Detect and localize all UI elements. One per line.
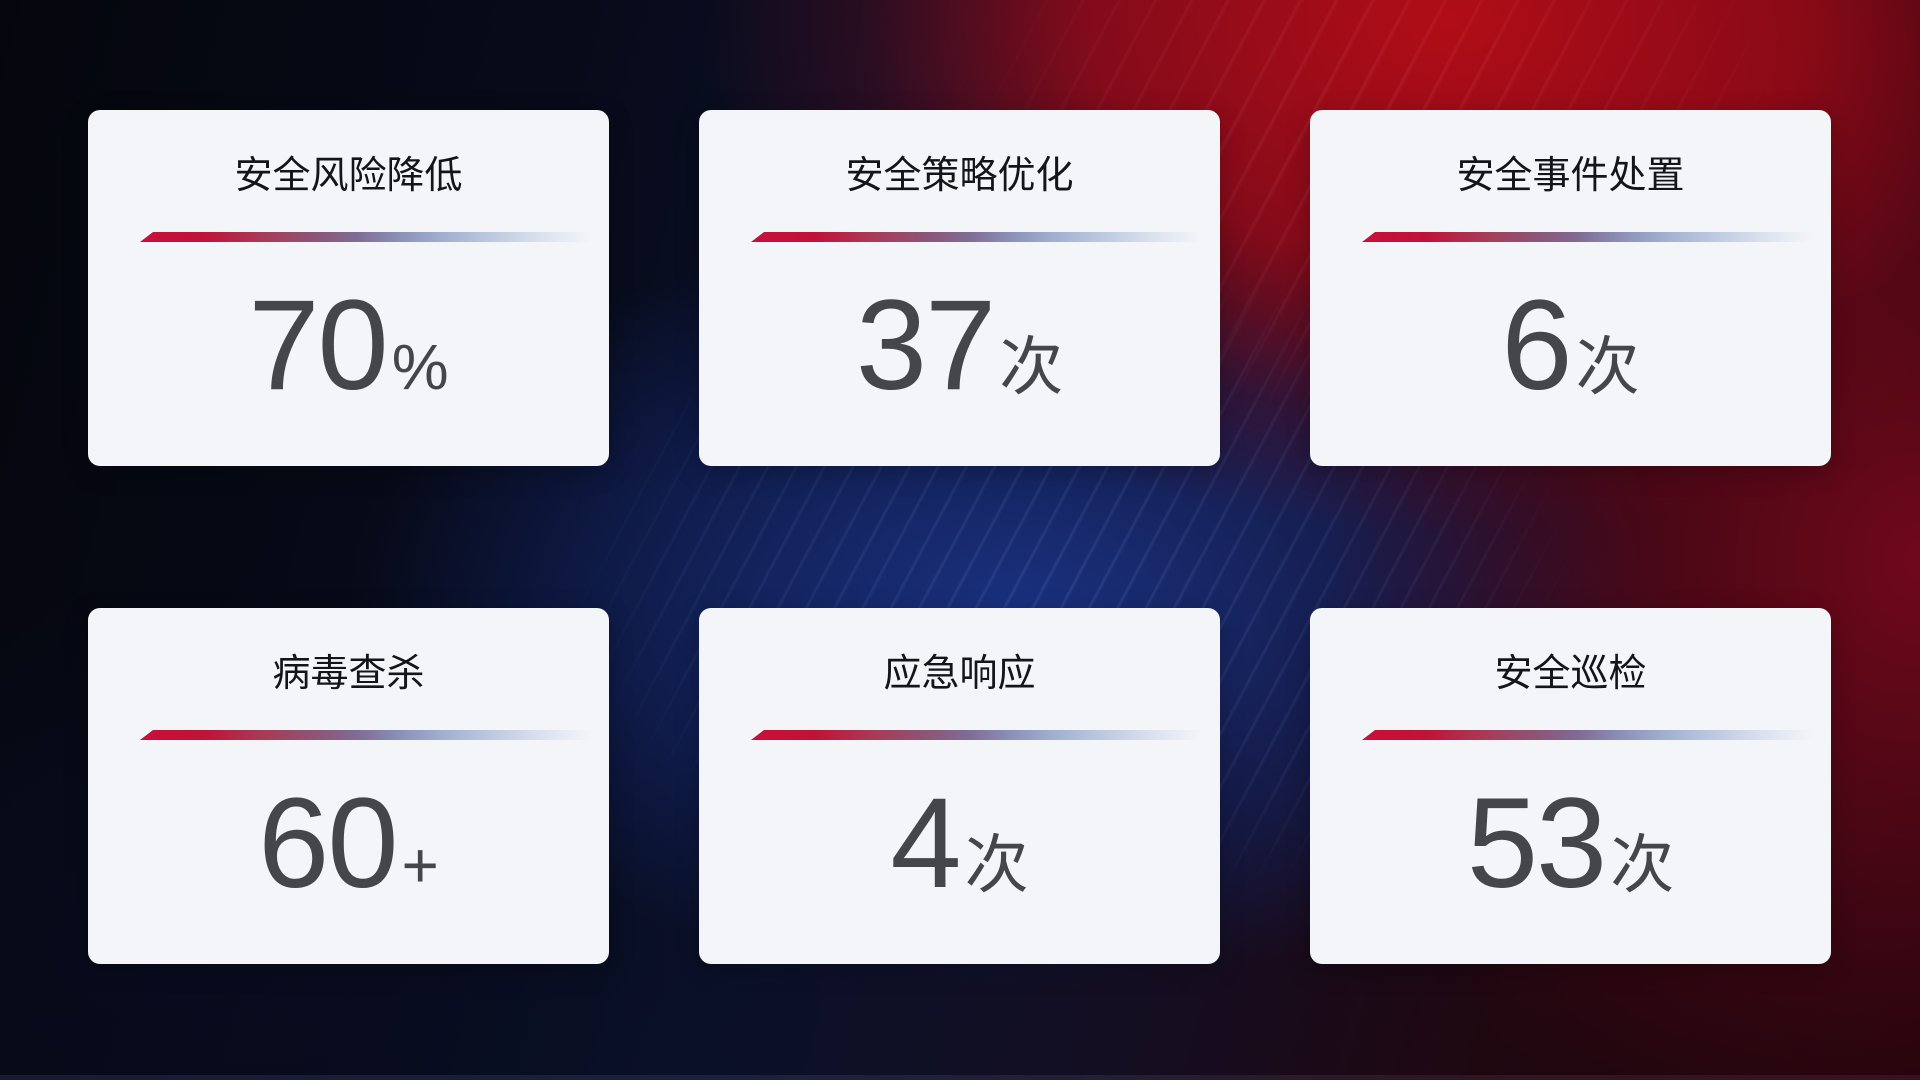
value-unit: 次 — [1575, 331, 1640, 403]
card-incident-handling: 安全事件处置 6 次 — [1310, 110, 1831, 466]
gradient-divider — [1362, 730, 1813, 740]
card-security-risk-reduction: 安全风险降低 70 % — [88, 110, 609, 466]
bottom-edge-glow — [0, 1075, 1920, 1080]
card-title: 安全风险降低 — [234, 155, 463, 197]
gradient-divider — [140, 730, 591, 740]
value-unit: 次 — [1610, 829, 1675, 901]
card-title: 安全巡检 — [1494, 653, 1647, 695]
value-number: 6 — [1501, 274, 1572, 417]
value-number: 60 — [258, 772, 398, 915]
card-security-inspection: 安全巡检 53 次 — [1310, 608, 1831, 964]
card-virus-scan: 病毒查杀 60 + — [88, 608, 609, 964]
card-value: 53 次 — [1310, 780, 1831, 908]
card-value: 4 次 — [699, 780, 1220, 908]
card-title: 应急响应 — [883, 653, 1036, 695]
card-value: 37 次 — [699, 282, 1220, 410]
value-unit: % — [391, 331, 449, 403]
card-title: 病毒查杀 — [272, 653, 425, 695]
value-number: 37 — [855, 274, 996, 417]
card-emergency-response: 应急响应 4 次 — [699, 608, 1220, 964]
card-policy-optimization: 安全策略优化 37 次 — [699, 110, 1220, 466]
value-number: 4 — [890, 772, 961, 915]
stats-grid: 安全风险降低 70 % 安全策略优化 37 次 安全事件处置 6 次 病毒查 — [88, 110, 1831, 964]
gradient-divider — [751, 730, 1202, 740]
card-title: 安全事件处置 — [1456, 155, 1685, 197]
card-value: 60 + — [88, 780, 609, 908]
value-unit: + — [401, 829, 439, 901]
card-value: 6 次 — [1310, 282, 1831, 410]
gradient-divider — [751, 232, 1202, 242]
gradient-divider — [140, 232, 591, 242]
value-unit: 次 — [999, 331, 1064, 403]
value-unit: 次 — [964, 829, 1029, 901]
card-value: 70 % — [88, 282, 609, 410]
card-title: 安全策略优化 — [845, 155, 1074, 197]
value-number: 53 — [1466, 772, 1607, 915]
value-number: 70 — [248, 274, 388, 417]
gradient-divider — [1362, 232, 1813, 242]
